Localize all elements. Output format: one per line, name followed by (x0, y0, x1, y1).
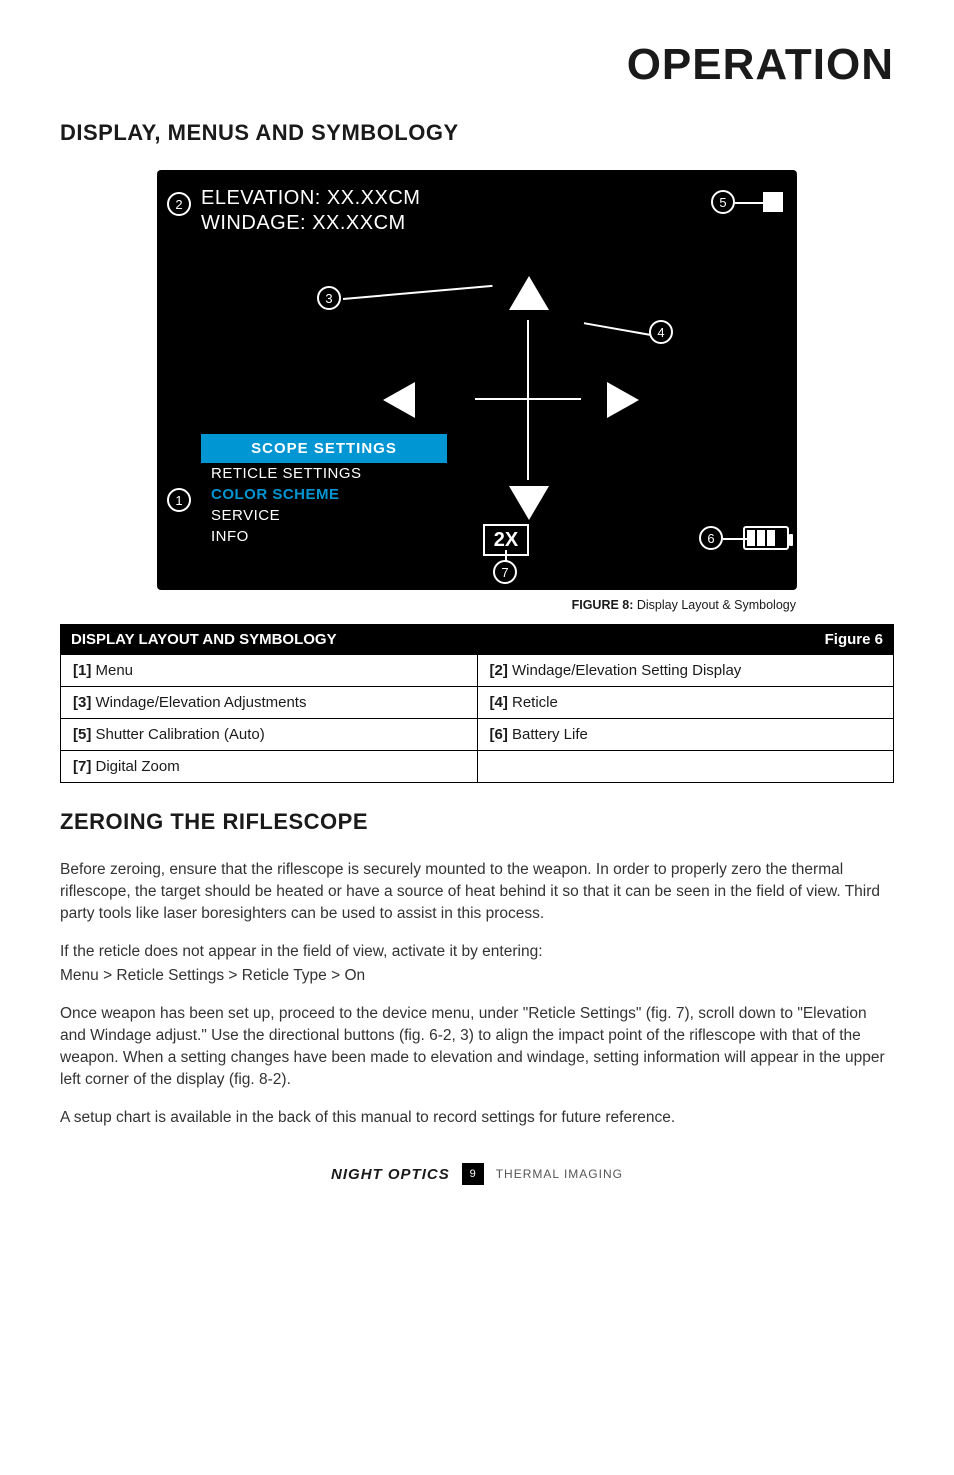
table-cell: [1] Menu (61, 655, 478, 687)
battery-cell (757, 530, 765, 546)
body-para-4: A setup chart is available in the back o… (60, 1107, 894, 1129)
table-row: [1] Menu[2] Windage/Elevation Setting Di… (61, 655, 894, 687)
figure-caption-text: Display Layout & Symbology (633, 598, 796, 612)
leader-line (584, 322, 651, 335)
osd-menu-item: COLOR SCHEME (201, 484, 447, 505)
legend-table: DISPLAY LAYOUT AND SYMBOLOGY Figure 6 [1… (60, 624, 894, 783)
battery-cell (767, 530, 775, 546)
section-display-title: DISPLAY, MENUS AND SYMBOLOGY (60, 120, 894, 146)
table-cell: [6] Battery Life (477, 719, 894, 751)
callout-6: 6 (699, 526, 723, 550)
callout-2: 2 (167, 192, 191, 216)
callout-7: 7 (493, 560, 517, 584)
display-diagram-wrap: ELEVATION: XX.XXCM WINDAGE: XX.XXCM SCOP… (60, 170, 894, 590)
table-cell: [3] Windage/Elevation Adjustments (61, 687, 478, 719)
callout-4: 4 (649, 320, 673, 344)
callout-5: 5 (711, 190, 735, 214)
reticle-vertical (527, 320, 529, 480)
table-cell: [2] Windage/Elevation Setting Display (477, 655, 894, 687)
battery-icon (743, 526, 789, 550)
footer-brand: NIGHT OPTICS (331, 1166, 450, 1183)
windage-label: WINDAGE: (201, 212, 306, 234)
arrow-right-icon (607, 382, 639, 418)
body-para-2b: Menu > Reticle Settings > Reticle Type >… (60, 965, 894, 987)
callout-3: 3 (317, 286, 341, 310)
table-cell: [5] Shutter Calibration (Auto) (61, 719, 478, 751)
display-diagram: ELEVATION: XX.XXCM WINDAGE: XX.XXCM SCOP… (157, 170, 797, 590)
osd-menu-item: RETICLE SETTINGS (201, 463, 447, 484)
table-cell: [7] Digital Zoom (61, 751, 478, 783)
osd-menu-item: SERVICE (201, 505, 447, 526)
body-para-2a: If the reticle does not appear in the fi… (60, 941, 894, 963)
arrow-up-icon (509, 276, 549, 310)
leader-line (343, 285, 493, 300)
windage-value: XX.XXCM (312, 212, 406, 234)
leader-line (735, 202, 763, 204)
legend-header-right: Figure 6 (477, 625, 894, 655)
indicator-square-icon (763, 192, 783, 212)
elevation-value: XX.XXCM (327, 187, 421, 209)
elevation-label: ELEVATION: (201, 187, 321, 209)
legend-header-left: DISPLAY LAYOUT AND SYMBOLOGY (61, 625, 478, 655)
callout-1: 1 (167, 488, 191, 512)
table-row: [3] Windage/Elevation Adjustments[4] Ret… (61, 687, 894, 719)
figure-caption-bold: FIGURE 8: (572, 598, 634, 612)
osd-menu: SCOPE SETTINGS RETICLE SETTINGSCOLOR SCH… (201, 434, 447, 547)
page-footer: NIGHT OPTICS 9 THERMAL IMAGING (60, 1163, 894, 1185)
table-cell: [4] Reticle (477, 687, 894, 719)
page-title: OPERATION (60, 40, 894, 90)
reticle-horizontal (475, 398, 581, 400)
table-row: [5] Shutter Calibration (Auto)[6] Batter… (61, 719, 894, 751)
table-cell (477, 751, 894, 783)
leader-line (723, 538, 749, 540)
body-para-3: Once weapon has been set up, proceed to … (60, 1003, 894, 1091)
footer-product: THERMAL IMAGING (496, 1167, 623, 1181)
body-para-1: Before zeroing, ensure that the riflesco… (60, 859, 894, 925)
osd-menu-header: SCOPE SETTINGS (201, 434, 447, 463)
arrow-left-icon (383, 382, 415, 418)
table-row: [7] Digital Zoom (61, 751, 894, 783)
figure-caption: FIGURE 8: Display Layout & Symbology (60, 598, 796, 612)
section-zeroing-title: ZEROING THE RIFLESCOPE (60, 809, 894, 835)
arrow-down-icon (509, 486, 549, 520)
battery-cell (777, 530, 785, 546)
wind-elev-readout: ELEVATION: XX.XXCM WINDAGE: XX.XXCM (201, 186, 420, 236)
footer-page-number: 9 (462, 1163, 484, 1185)
osd-menu-item: INFO (201, 526, 447, 547)
